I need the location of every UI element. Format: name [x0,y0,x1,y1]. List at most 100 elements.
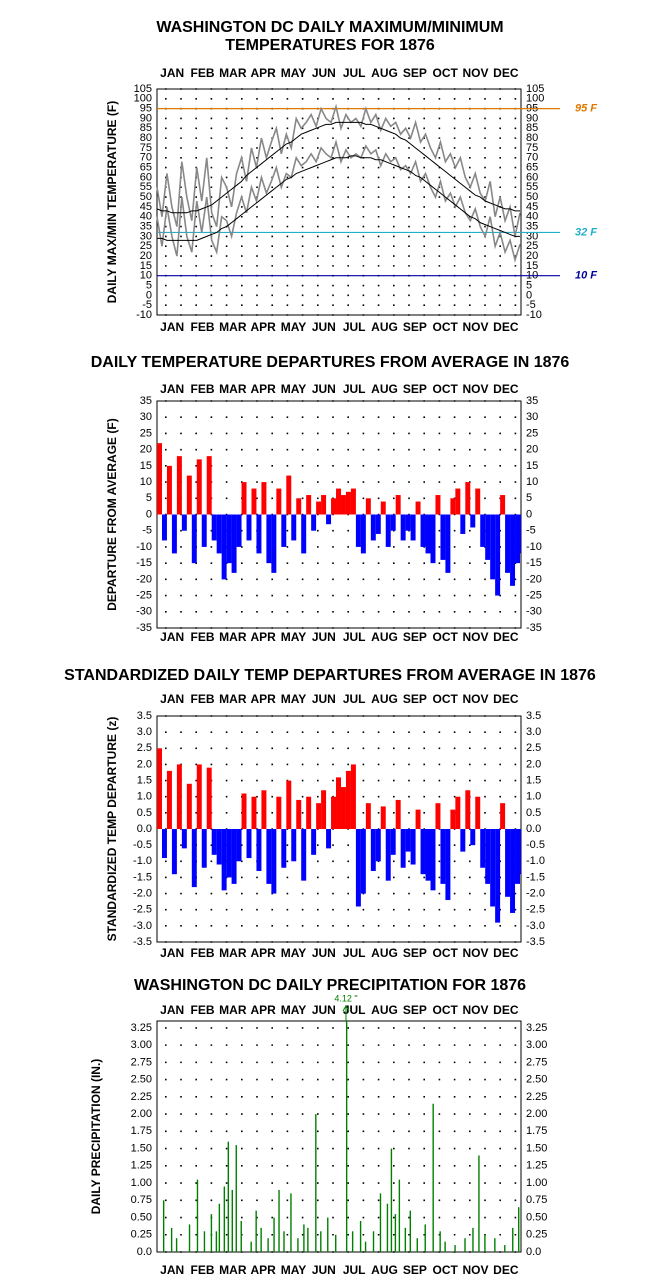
bar [500,495,506,515]
bar [450,498,456,515]
y-tick-label: -5 [526,299,536,311]
bar [221,514,227,580]
bar [385,514,391,547]
bar [251,488,257,515]
bar [306,495,312,515]
y-tick-label: 3.5 [526,710,541,722]
month-label: APR [250,382,276,396]
bar [480,829,486,868]
y-tick-label: 75 [526,142,538,154]
month-label: JAN [160,1263,184,1277]
bar [390,829,396,855]
month-label: FEB [191,66,215,80]
bar [490,829,496,907]
bar [390,514,396,531]
bar [246,829,252,859]
y-tick-label: 45 [526,201,538,213]
bar [510,829,516,913]
month-label: MAY [281,946,307,960]
bar [360,514,366,554]
bar [470,829,476,846]
bar [276,796,282,829]
bar [301,829,307,881]
bar [505,829,511,897]
bar [316,501,322,515]
y-tick-label: 100 [134,93,152,105]
month-label: OCT [432,382,458,396]
bar [359,1220,362,1252]
bar [246,514,252,541]
bar [291,514,297,541]
y-tick-label: 2.75 [131,1056,152,1068]
bar [518,1207,520,1252]
y-tick-label: 85 [140,122,152,134]
y-tick-label: 70 [526,152,538,164]
annotation-arrowhead [342,1005,350,1012]
bar [157,748,162,829]
bar [196,1179,199,1252]
bar [336,777,341,829]
y-axis-label: DAILY MAX/MIN TEMPERATURE (F) [105,101,119,303]
y-tick-label: 85 [526,122,538,134]
month-label: JUL [343,382,366,396]
y-tick-label: 2.5 [526,742,541,754]
month-label: JAN [160,946,184,960]
y-tick-label: -10 [136,541,152,553]
y-axis-label: DAILY PRECIPITATION (IN.) [89,1059,103,1215]
month-label: JUN [312,320,336,334]
month-label: JUN [312,692,336,706]
bar [271,829,277,894]
y-tick-label: 70 [140,152,152,164]
month-label: FEB [191,382,215,396]
y-tick-label: 5 [146,492,152,504]
y-tick-label: 0.5 [137,807,152,819]
reference-label: 95 F [575,103,597,115]
bar [375,829,381,862]
bar [520,514,521,554]
y-tick-label: 35 [140,220,152,232]
bar [161,514,167,541]
month-label: SEP [403,1003,427,1017]
bar [380,501,386,515]
bar [415,501,421,515]
month-label: APR [250,946,276,960]
bar [306,796,312,829]
bar [283,1231,285,1252]
bar [311,829,317,855]
y-tick-label: 0.0 [526,823,541,835]
month-label: FEB [191,946,215,960]
month-label: MAR [219,692,247,706]
bar [196,459,202,515]
bar [472,1227,474,1252]
reference-label: 32 F [575,226,597,238]
y-tick-label: 15 [140,460,152,472]
y-tick-label: 25 [526,240,538,252]
bar [394,1214,397,1252]
reference-label: 10 F [575,270,597,282]
y-tick-label: -3.5 [133,936,152,948]
y-tick-label: 90 [140,112,152,124]
bar [424,1224,426,1252]
bar [445,829,451,901]
month-label: APR [250,320,276,334]
y-tick-label: 55 [526,181,538,193]
month-label: JUL [343,66,366,80]
bar [166,465,172,515]
month-label: NOV [462,382,488,396]
bar [370,829,376,871]
bar [410,514,416,541]
bar [231,1189,233,1252]
bar [296,799,302,829]
month-label: MAY [281,1003,307,1017]
bar [327,1217,329,1252]
month-label: OCT [432,320,458,334]
month-label: MAR [219,66,247,80]
month-label: JAN [160,630,184,644]
bar [355,829,361,907]
y-tick-label: 10 [140,476,152,488]
y-tick-label: 3.00 [526,1039,547,1051]
y-tick-label: 25 [140,240,152,252]
bar [386,1203,389,1252]
bar [375,514,381,534]
